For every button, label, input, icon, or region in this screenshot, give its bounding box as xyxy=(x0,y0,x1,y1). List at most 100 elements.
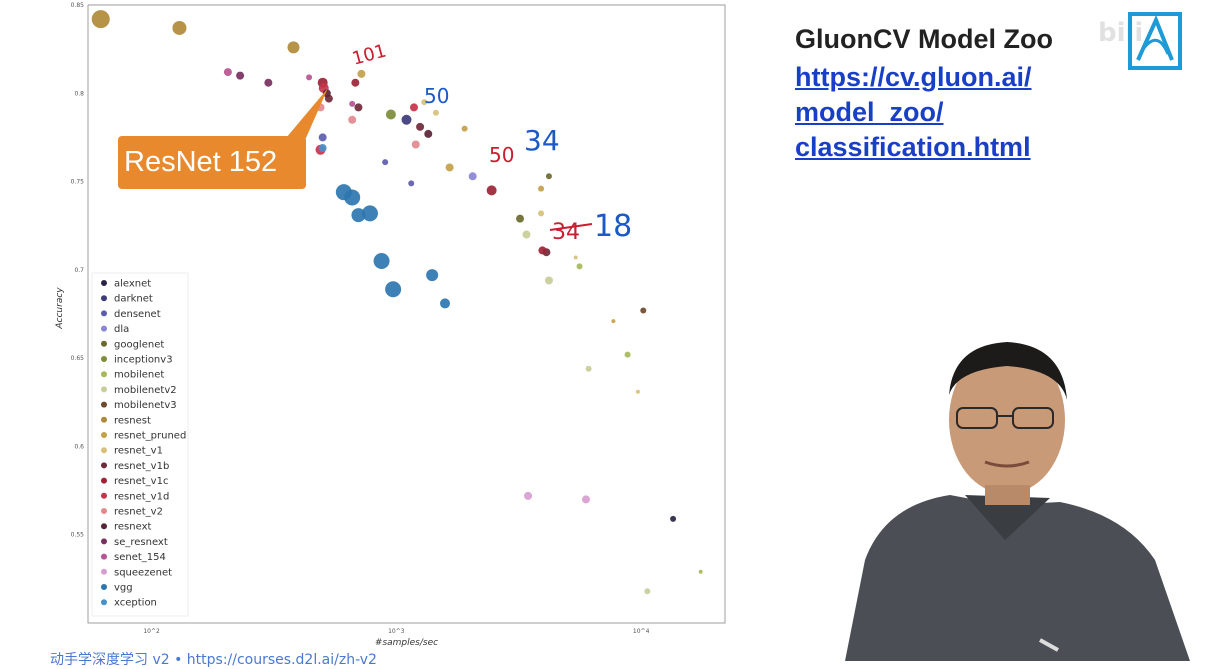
annotation-34: 34 xyxy=(524,124,560,157)
data-point-densenet xyxy=(318,133,327,142)
axes-layer: 0.55 0.6 0.65 0.7 0.75 0.8 0.85 10^2 10^3 10^4 #sa… xyxy=(55,2,726,648)
data-point-resnest xyxy=(172,20,187,35)
data-point-resnet_v1 xyxy=(421,99,428,106)
data-point-resnet_v2 xyxy=(348,115,357,124)
annotation-50-middle: 50 xyxy=(489,143,514,167)
legend-label-resnext: resnext xyxy=(114,522,151,533)
legend-marker-xception xyxy=(101,599,107,606)
legend-label-vgg: vgg xyxy=(114,583,133,594)
legend-marker-mobilenetv2 xyxy=(101,386,107,393)
legend-label-mobilenet: mobilenet xyxy=(114,370,164,381)
link-line-1: https://cv.gluon.ai/ xyxy=(795,62,1032,92)
legend-label-xception: xception xyxy=(114,598,157,609)
data-point-resnet_v1d xyxy=(409,103,418,112)
legend-label-resnet_v1b: resnet_v1b xyxy=(114,461,169,472)
data-point-se_resnext xyxy=(236,71,245,80)
legend-marker-densenet xyxy=(101,310,107,317)
data-point-vgg xyxy=(439,298,450,309)
legend-label-googlenet: googlenet xyxy=(114,339,164,350)
legend-label-alexnet: alexnet xyxy=(114,279,151,290)
data-point-resnet_v1b xyxy=(354,103,363,112)
data-point-googlenet xyxy=(516,214,525,223)
legend-marker-resnet_v2 xyxy=(101,508,107,514)
legend-marker-resnet_pruned xyxy=(101,432,107,438)
link-line-3: classification.html xyxy=(795,132,1031,162)
data-point-vgg xyxy=(385,281,402,298)
legend-marker-resnext xyxy=(101,523,107,530)
data-point-vgg xyxy=(344,189,361,206)
legend-label-mobilenetv2: mobilenetv2 xyxy=(114,385,177,396)
d2l-logo-icon xyxy=(1128,12,1182,70)
legend-label-densenet: densenet xyxy=(114,309,161,320)
y-tick-label: 0.7 xyxy=(74,267,84,274)
data-point-mobilenetv2 xyxy=(585,365,592,372)
data-point-resnet_v1c xyxy=(486,185,497,196)
data-point-resnest xyxy=(287,41,300,54)
page-title: GluonCV Model Zoo xyxy=(795,24,1053,54)
data-point-resnet_v1 xyxy=(635,389,640,394)
legend-label-resnet_v1c: resnet_v1c xyxy=(114,476,168,487)
legend-marker-darknet xyxy=(101,295,107,302)
data-point-densenet xyxy=(382,159,389,166)
legend-marker-mobilenet xyxy=(101,371,107,378)
legend-label-darknet: darknet xyxy=(114,294,153,305)
annotation-34-struck: 34 xyxy=(552,220,580,245)
legend-marker-inceptionv3 xyxy=(101,356,107,362)
data-point-se_resnext xyxy=(264,78,273,87)
legend-label-resnet_v2: resnet_v2 xyxy=(114,507,163,518)
data-point-senet_154 xyxy=(306,74,313,81)
data-point-resnet_pruned xyxy=(445,163,454,172)
data-point-vgg xyxy=(361,205,378,222)
data-point-resnest xyxy=(91,10,110,29)
data-point-mobilenet xyxy=(624,351,631,358)
data-point-resnext xyxy=(322,89,331,98)
legend-label-dla: dla xyxy=(114,324,129,335)
data-point-mobilenetv2 xyxy=(544,276,553,285)
course-footer: 动手学深度学习 v2 • https://courses.d2l.ai/zh-v… xyxy=(50,652,377,668)
callout-pointer xyxy=(286,88,328,138)
data-point-vgg xyxy=(373,253,390,270)
link-line-2: model_zoo/ xyxy=(795,97,944,127)
handwritten-annotations: 101 50 50 34 34 18 xyxy=(350,40,632,245)
data-point-mobilenet xyxy=(576,263,583,270)
data-point-resnet_pruned xyxy=(461,125,468,132)
data-point-darknet xyxy=(401,114,412,125)
data-point-vgg xyxy=(351,208,366,223)
legend-marker-resnet_v1c xyxy=(101,477,107,484)
legend-marker-vgg xyxy=(101,584,107,590)
data-point-resnet_pruned xyxy=(538,185,545,192)
annotation-18: 18 xyxy=(594,209,632,244)
data-point-resnet_v1 xyxy=(432,109,439,116)
data-point-inceptionv3 xyxy=(385,109,396,120)
chart-panel: 0.55 0.6 0.65 0.7 0.75 0.8 0.85 10^2 10^3 10^4 #sa… xyxy=(55,2,726,648)
bilibili-watermark: bili xyxy=(1098,18,1144,48)
data-point-xception xyxy=(318,144,327,153)
data-point-resnet_v2 xyxy=(411,140,420,149)
callout-label: ResNet 152 xyxy=(124,146,278,178)
x-tick-label: 10^4 xyxy=(633,628,650,635)
model-zoo-link[interactable]: https://cv.gluon.ai/ model_zoo/ classifi… xyxy=(795,60,1115,165)
y-tick-label: 0.55 xyxy=(71,532,85,539)
legend-label-senet_154: senet_154 xyxy=(114,552,166,563)
x-tick-label: 10^3 xyxy=(388,628,405,635)
data-point-resnet_pruned xyxy=(357,69,366,78)
legend-label-inceptionv3: inceptionv3 xyxy=(114,355,173,366)
data-point-squeezenet xyxy=(581,495,590,504)
legend-marker-dla xyxy=(101,325,107,332)
data-point-resnet_v1c xyxy=(351,78,360,87)
points-layer xyxy=(91,10,703,595)
legend-label-squeezenet: squeezenet xyxy=(114,567,172,578)
data-point-squeezenet xyxy=(524,491,533,500)
x-axis-label: #samples/sec xyxy=(375,638,438,648)
legend-label-mobilenetv3: mobilenetv3 xyxy=(114,400,177,411)
y-axis-label: Accuracy xyxy=(55,287,65,330)
data-point-dla xyxy=(468,172,477,181)
data-point-densenet xyxy=(408,180,415,187)
legend-marker-resnest xyxy=(101,416,107,423)
annotation-50-top: 50 xyxy=(424,84,449,108)
y-tick-label: 0.85 xyxy=(71,2,85,9)
legend-marker-se_resnext xyxy=(101,538,107,545)
legend-label-resnet_pruned: resnet_pruned xyxy=(114,431,186,442)
legend-marker-resnet_v1d xyxy=(101,492,107,499)
y-tick-label: 0.75 xyxy=(71,179,85,186)
